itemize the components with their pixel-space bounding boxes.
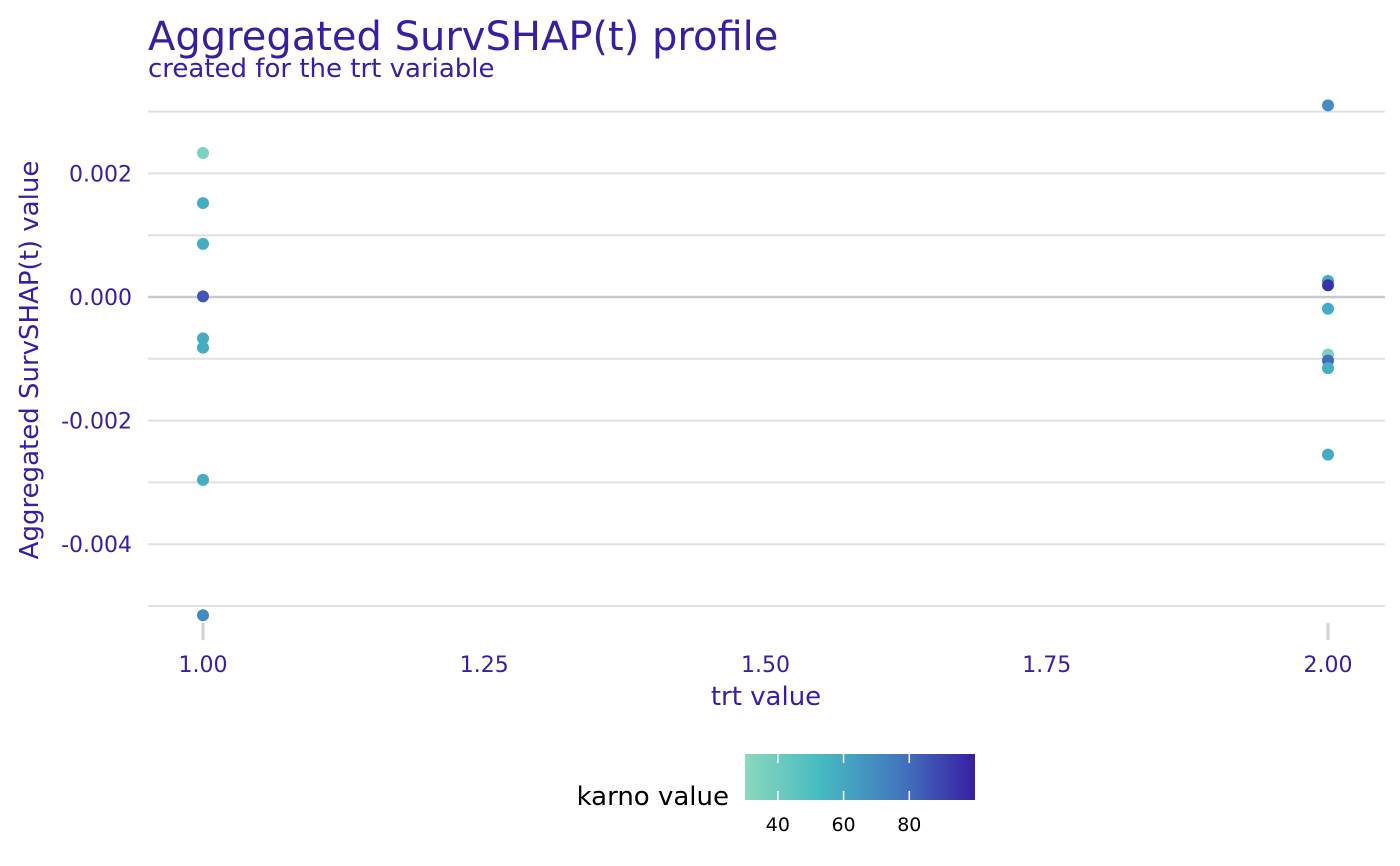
data-point: [1322, 302, 1334, 315]
data-point: [1322, 99, 1334, 112]
grid-lines: [148, 110, 1385, 607]
legend-tick-label: 40: [766, 814, 790, 836]
data-point: [197, 332, 209, 345]
data-point: [1322, 448, 1334, 461]
legend-title: karno value: [577, 782, 729, 812]
data-point: [197, 341, 209, 354]
x-tick-labels: 1.00 1.25 1.50 1.75 2.00: [179, 623, 1353, 678]
legend-colorbar: [745, 754, 975, 800]
data-point: [197, 147, 209, 160]
legend-ticks: 40 60 80: [766, 754, 921, 836]
y-tick-labels: -0.004 -0.002 0.000 0.002: [61, 162, 132, 558]
data-point: [197, 197, 209, 210]
x-tick-label: 1.50: [741, 653, 790, 678]
x-tick-label: 2.00: [1304, 653, 1353, 678]
data-point: [197, 609, 209, 622]
data-point: [197, 290, 209, 303]
y-tick-label: 0.000: [69, 286, 132, 311]
legend-tick-label: 60: [831, 814, 855, 836]
data-point: [197, 237, 209, 250]
data-points: [197, 99, 1334, 622]
x-axis-label: trt value: [711, 682, 821, 712]
legend-tick-label: 80: [897, 814, 921, 836]
x-tick-label: 1.25: [460, 653, 509, 678]
y-tick-label: 0.002: [69, 162, 132, 187]
chart-title: Aggregated SurvSHAP(t) profile: [148, 14, 778, 60]
x-tick-label: 1.75: [1022, 653, 1071, 678]
chart-subtitle: created for the trt variable: [148, 54, 494, 84]
x-tick-label: 1.00: [179, 653, 228, 678]
y-axis-label: Aggregated SurvSHAP(t) value: [15, 161, 45, 560]
data-point: [1322, 362, 1334, 375]
y-tick-label: -0.002: [61, 410, 132, 435]
data-point: [197, 473, 209, 486]
data-point: [1322, 279, 1334, 292]
y-tick-label: -0.004: [61, 533, 132, 558]
color-legend: karno value 40 60 80: [577, 754, 975, 836]
